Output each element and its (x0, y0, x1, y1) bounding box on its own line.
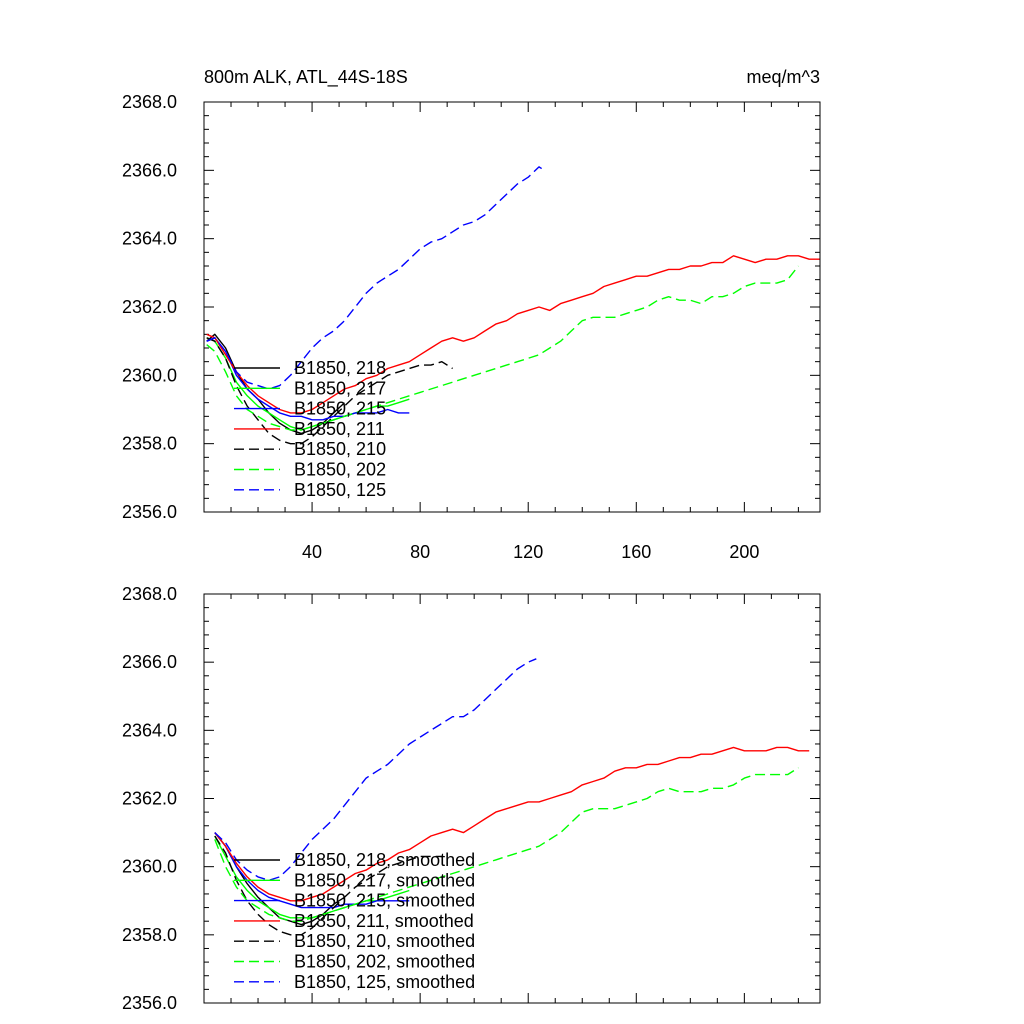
top-y-tick-label: 2362.0 (122, 297, 177, 317)
bottom-y-tick-label: 2368.0 (122, 584, 177, 604)
top-y-tick-label: 2358.0 (122, 434, 177, 454)
chart-title: 800m ALK, ATL_44S-18S (204, 67, 408, 88)
bottom-y-tick-label: 2366.0 (122, 652, 177, 672)
top-y-tick-label: 2356.0 (122, 502, 177, 522)
bottom-y-tick-label: 2360.0 (122, 857, 177, 877)
legend-label: B1850, 210, smoothed (294, 931, 475, 951)
top-panel-frame (203, 101, 821, 513)
series-line-b1850-211-smoothed (214, 746, 810, 902)
legend-label: B1850, 202, smoothed (294, 952, 475, 972)
top-x-tick-label: 40 (302, 542, 322, 562)
top-x-tick-label: 160 (621, 542, 651, 562)
top-y-tick-label: 2366.0 (122, 160, 177, 180)
series-line-b1850-202 (206, 265, 799, 431)
top-panel: 2356.0 2358.0 2360.0 2362.0 2364.0 2366.0 2368… (122, 92, 821, 562)
top-x-tick-label: 200 (729, 542, 759, 562)
series-line-b1850-202-smoothed (214, 767, 799, 922)
bottom-panel-frame (203, 593, 821, 1004)
legend-label: B1850, 218 (294, 358, 386, 378)
legend-label: B1850, 218, smoothed (294, 850, 475, 870)
top-x-tick-label: 80 (410, 542, 430, 562)
top-panel-ticks: 2356.0 2358.0 2360.0 2362.0 2364.0 2366.0 2368… (122, 92, 820, 562)
top-panel-series (206, 166, 820, 445)
legend-label: B1850, 217 (294, 378, 386, 398)
legend-label: B1850, 210 (294, 439, 386, 459)
series-line-b1850-125 (206, 166, 545, 390)
top-x-tick-label: 120 (513, 542, 543, 562)
series-line-b1850-215 (206, 337, 410, 421)
top-y-tick-label: 2364.0 (122, 229, 177, 249)
bottom-y-tick-label: 2362.0 (122, 789, 177, 809)
top-y-tick-label: 2368.0 (122, 92, 177, 112)
chart-units: meq/m^3 (747, 67, 820, 87)
legend-label: B1850, 202 (294, 460, 386, 480)
legend-label: B1850, 217, smoothed (294, 870, 475, 890)
legend-label: B1850, 211 (294, 419, 385, 439)
bottom-y-tick-label: 2358.0 (122, 925, 177, 945)
legend-label: B1850, 125 (294, 480, 386, 500)
top-y-tick-label: 2360.0 (122, 365, 177, 385)
legend-label: B1850, 211, smoothed (294, 911, 474, 931)
legend-label: B1850, 215, smoothed (294, 891, 475, 911)
legend-label: B1850, 125, smoothed (294, 972, 475, 992)
legend-label: B1850, 215 (294, 399, 386, 419)
series-line-b1850-211 (206, 255, 820, 414)
bottom-y-tick-label: 2364.0 (122, 720, 177, 740)
bottom-y-tick-label: 2356.0 (122, 993, 177, 1013)
series-line-b1850-125-smoothed (214, 658, 537, 881)
bottom-panel-ticks: 2356.0 2358.0 2360.0 2362.0 2364.0 2366.0 2368… (122, 584, 820, 1013)
bottom-panel: 2356.0 2358.0 2360.0 2362.0 2364.0 2366.0 2368… (122, 584, 821, 1013)
series-line-b1850-210 (206, 337, 453, 445)
